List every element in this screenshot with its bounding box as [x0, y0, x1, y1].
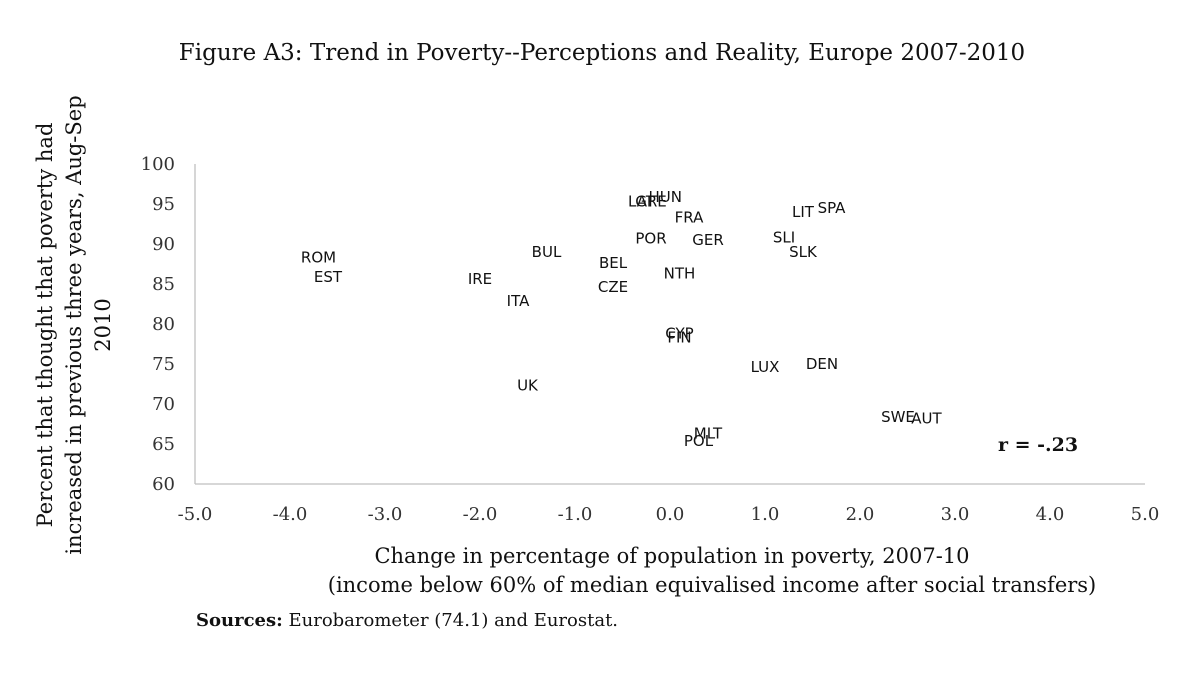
- data-point-hun: HUN: [649, 188, 682, 206]
- data-point-pol: POL: [684, 432, 714, 450]
- x-axis-title-line-1: Change in percentage of population in po…: [374, 544, 969, 568]
- x-tick-label: -5.0: [178, 504, 213, 525]
- data-point-cze: CZE: [598, 278, 628, 296]
- x-tick-label: 2.0: [846, 504, 875, 525]
- data-point-lux: LUX: [751, 358, 780, 376]
- y-axis-title: Percent that thought that poverty had in…: [33, 95, 115, 554]
- data-point-rom: ROM: [301, 249, 336, 267]
- y-tick-label: 95: [152, 194, 175, 215]
- data-point-gre: GRE: [635, 193, 667, 211]
- y-tick-label: 70: [152, 394, 175, 415]
- y-tick-label: 65: [152, 434, 175, 455]
- data-point-fin: FIN: [667, 329, 691, 347]
- data-point-bul: BUL: [532, 243, 562, 261]
- y-tick-label: 100: [141, 154, 175, 175]
- data-point-ita: ITA: [507, 292, 530, 310]
- data-point-lit: LIT: [792, 203, 815, 221]
- data-point-den: DEN: [806, 355, 838, 373]
- data-point-ire: IRE: [468, 270, 492, 288]
- x-axis-title-line-2: (income below 60% of median equivalised …: [328, 573, 1097, 597]
- x-tick-label: -4.0: [273, 504, 308, 525]
- y-tick-label: 80: [152, 314, 175, 335]
- data-point-ger: GER: [692, 231, 724, 249]
- x-tick-label: 5.0: [1131, 504, 1160, 525]
- y-axis-title-line-3: 2010: [91, 298, 115, 351]
- x-tick-label: -3.0: [368, 504, 403, 525]
- data-point-aut: AUT: [911, 409, 942, 427]
- correlation-annotation: r = -.23: [998, 434, 1078, 456]
- x-tick-label: 1.0: [751, 504, 780, 525]
- y-tick-label: 60: [152, 474, 175, 495]
- y-axis-title-line-2: increased in previous three years, Aug-S…: [62, 95, 86, 554]
- data-point-spa: SPA: [818, 199, 847, 217]
- sources-note: Sources: Eurobarometer (74.1) and Eurost…: [196, 610, 618, 631]
- x-tick-label: 3.0: [941, 504, 970, 525]
- x-tick-label: -1.0: [558, 504, 593, 525]
- data-point-fra: FRA: [675, 209, 704, 227]
- x-tick-label: 0.0: [656, 504, 685, 525]
- x-tick-label: 4.0: [1036, 504, 1065, 525]
- data-point-bel: BEL: [599, 254, 628, 272]
- chart-title: Figure A3: Trend in Poverty--Perceptions…: [179, 40, 1025, 66]
- data-point-mlt: MLT: [694, 425, 723, 443]
- x-tick-label: -2.0: [463, 504, 498, 525]
- data-point-slk: SLK: [789, 243, 818, 261]
- data-point-sli: SLI: [773, 229, 795, 247]
- y-tick-label: 85: [152, 274, 175, 295]
- data-point-est: EST: [314, 268, 343, 286]
- y-tick-labels: 60 65 70 75 80 85 90 95 100: [141, 154, 175, 495]
- x-tick-labels: -5.0 -4.0 -3.0 -2.0 -1.0 0.0 1.0 2.0 3.0 4.0 5.0: [178, 504, 1160, 525]
- data-point-lat: LAT: [628, 193, 656, 211]
- y-axis-title-line-1: Percent that thought that poverty had: [33, 123, 57, 528]
- data-point-nth: NTH: [664, 265, 696, 283]
- sources-text: Eurobarometer (74.1) and Eurostat.: [282, 610, 619, 631]
- y-tick-label: 90: [152, 234, 175, 255]
- data-point-uk: UK: [517, 377, 539, 395]
- data-point-swe: SWE: [881, 408, 915, 426]
- y-tick-label: 75: [152, 354, 175, 375]
- data-point-cyp: CYP: [665, 325, 693, 343]
- sources-label: Sources:: [196, 610, 283, 631]
- data-point-por: POR: [635, 229, 666, 247]
